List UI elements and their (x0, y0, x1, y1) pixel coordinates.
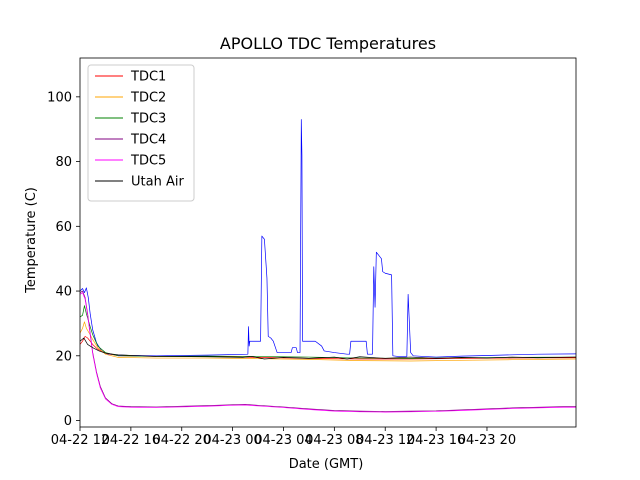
chart-title: APOLLO TDC Temperatures (220, 34, 436, 53)
y-axis-ticks: 0 20 40 60 80 100 (47, 90, 80, 429)
x-tick-label: 04-23 16 (407, 433, 465, 448)
series-line-utah-air (80, 337, 576, 360)
legend-frame (87, 64, 195, 202)
series-line-tdc3 (80, 305, 576, 359)
y-tick-label: 80 (55, 155, 72, 170)
legend-label-tdc3: TDC3 (130, 112, 166, 127)
x-tick-label: 04-23 20 (458, 433, 516, 448)
y-tick-label: 60 (55, 220, 72, 235)
series-line-tdc2 (80, 321, 576, 362)
legend-label-tdc2: TDC2 (130, 91, 166, 106)
series-layer (80, 119, 576, 413)
y-tick-label: 40 (55, 285, 72, 300)
x-tick-label: 04-23 08 (305, 433, 363, 448)
x-tick-label: 04-22 12 (51, 433, 109, 448)
y-tick-label: 100 (47, 90, 72, 105)
x-tick-label: 04-22 20 (153, 433, 211, 448)
y-tick-label: 20 (55, 349, 72, 364)
x-axis-label: Date (GMT) (289, 457, 364, 472)
plot-area-frame (79, 57, 577, 428)
legend: TDC1 TDC2 TDC3 TDC4 TDC5 Utah Air (87, 64, 195, 202)
series-line-tdc5 (80, 292, 576, 413)
x-tick-label: 04-23 00 (203, 433, 261, 448)
y-tick-label: 0 (64, 414, 72, 429)
legend-label-tdc1: TDC1 (130, 70, 166, 85)
x-tick-label: 04-23 04 (254, 433, 312, 448)
x-tick-label: 04-23 12 (356, 433, 414, 448)
legend-label-utah-air: Utah Air (131, 175, 184, 190)
legend-label-tdc4: TDC4 (130, 133, 166, 148)
series-line-unlabeled-blue-trace (80, 119, 576, 358)
y-axis-label: Temperature (C) (24, 187, 39, 294)
legend-label-tdc5: TDC5 (130, 154, 166, 169)
x-tick-label: 04-22 16 (102, 433, 160, 448)
